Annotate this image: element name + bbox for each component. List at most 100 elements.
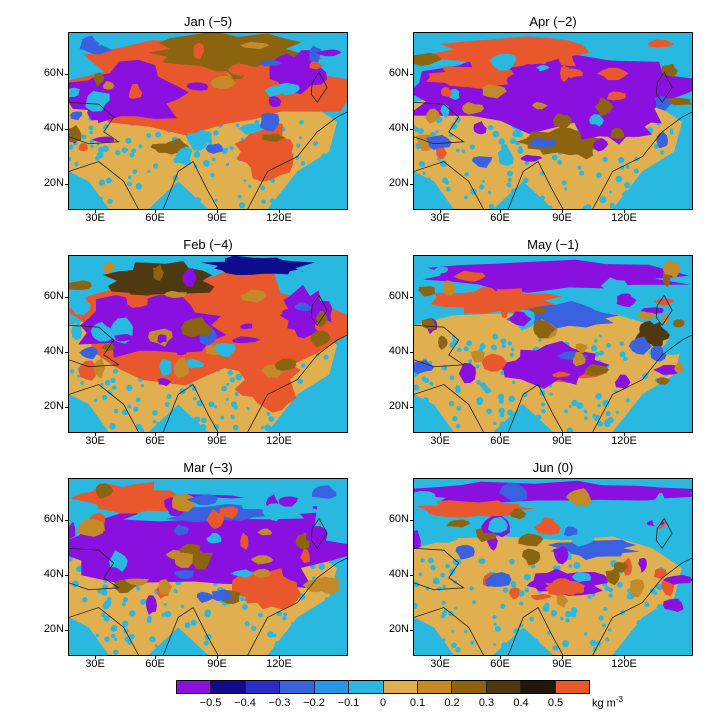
longitude-label: 30E: [430, 658, 450, 670]
latitude-label: 20N: [388, 623, 409, 635]
longitude-label: 90E: [207, 212, 227, 224]
colorbar-segment: [211, 681, 246, 693]
colorbar-segment: [280, 681, 315, 693]
map-field: [414, 256, 692, 432]
longitude-tick: [217, 433, 218, 436]
colorbar-segment: [521, 681, 556, 693]
longitude-label: 90E: [207, 435, 227, 447]
latitude-tick: [65, 184, 68, 185]
longitude-tick: [562, 433, 563, 436]
latitude-label: 60N: [43, 513, 64, 525]
latitude-tick: [410, 575, 413, 576]
latitude-label: 60N: [388, 290, 409, 302]
latitude-label: 40N: [388, 568, 409, 580]
longitude-label: 30E: [85, 435, 105, 447]
colorbar-segment: [486, 681, 522, 693]
colorbar-segment: [383, 681, 418, 693]
colorbar-segment: [555, 681, 590, 693]
longitude-tick: [95, 433, 96, 436]
latitude-tick: [65, 297, 68, 298]
latitude-label: 60N: [388, 513, 409, 525]
latitude-label: 40N: [43, 568, 64, 580]
latitude-label: 40N: [43, 122, 64, 134]
longitude-label: 120E: [611, 435, 637, 447]
latitude-tick: [65, 74, 68, 75]
longitude-tick: [440, 656, 441, 659]
latitude-label: 40N: [43, 345, 64, 357]
longitude-tick: [562, 210, 563, 213]
panel-title: Jun (0): [532, 460, 574, 475]
latitude-tick: [65, 575, 68, 576]
latitude-tick: [410, 297, 413, 298]
latitude-label: 20N: [43, 400, 64, 412]
latitude-tick: [65, 630, 68, 631]
map-field: [414, 479, 692, 655]
colorbar-segment: [177, 681, 212, 693]
longitude-label: 60E: [490, 658, 510, 670]
map-field: [69, 479, 347, 655]
latitude-tick: [65, 520, 68, 521]
panel-title: Jan (−5): [183, 14, 233, 29]
map-panel: [413, 255, 693, 433]
longitude-label: 60E: [145, 658, 165, 670]
latitude-label: 40N: [388, 345, 409, 357]
map-field: [414, 33, 692, 209]
map-field: [69, 256, 347, 432]
colorbar-label: 0.1: [409, 697, 426, 709]
colorbar-label: −0.1: [337, 697, 360, 709]
map-field: [69, 33, 347, 209]
colorbar-label: −0.4: [234, 697, 256, 709]
longitude-tick: [624, 433, 625, 436]
latitude-tick: [410, 407, 413, 408]
longitude-tick: [155, 433, 156, 436]
latitude-label: 40N: [388, 122, 409, 134]
longitude-label: 120E: [611, 212, 637, 224]
colorbar-segment: [314, 681, 350, 693]
map-panel: [413, 32, 693, 210]
colorbar-segment: [349, 681, 384, 693]
latitude-tick: [65, 129, 68, 130]
colorbar-segment: [245, 681, 281, 693]
panel-title: Feb (−4): [183, 237, 233, 252]
map-panel: [413, 478, 693, 656]
longitude-tick: [217, 656, 218, 659]
latitude-label: 60N: [43, 290, 64, 302]
colorbar-unit: kg m-3: [592, 695, 623, 710]
longitude-tick: [562, 656, 563, 659]
map-panel: [68, 32, 348, 210]
longitude-label: 90E: [552, 658, 572, 670]
panel-title: Apr (−2): [529, 14, 577, 29]
colorbar-unit-exponent: -3: [615, 695, 623, 704]
longitude-tick: [500, 433, 501, 436]
latitude-label: 20N: [43, 177, 64, 189]
longitude-tick: [500, 656, 501, 659]
longitude-label: 30E: [85, 658, 105, 670]
colorbar-label: −0.3: [268, 697, 291, 709]
colorbar-label: 0.5: [547, 697, 564, 709]
longitude-label: 30E: [430, 212, 450, 224]
longitude-tick: [440, 210, 441, 213]
latitude-tick: [410, 184, 413, 185]
longitude-label: 60E: [145, 435, 165, 447]
latitude-tick: [410, 74, 413, 75]
longitude-tick: [155, 210, 156, 213]
colorbar-segment: [417, 681, 453, 693]
colorbar-label: −0.5: [199, 697, 222, 709]
longitude-label: 60E: [145, 212, 165, 224]
longitude-label: 60E: [490, 212, 510, 224]
longitude-tick: [500, 210, 501, 213]
longitude-label: 90E: [207, 658, 227, 670]
longitude-label: 120E: [266, 212, 292, 224]
longitude-label: 90E: [552, 212, 572, 224]
colorbar-label: 0.2: [444, 697, 460, 709]
latitude-tick: [410, 630, 413, 631]
latitude-tick: [410, 520, 413, 521]
longitude-tick: [624, 210, 625, 213]
latitude-tick: [65, 407, 68, 408]
longitude-label: 120E: [266, 435, 292, 447]
latitude-tick: [65, 352, 68, 353]
longitude-label: 30E: [430, 435, 450, 447]
colorbar-label: 0.4: [513, 697, 529, 709]
longitude-tick: [95, 210, 96, 213]
longitude-tick: [440, 433, 441, 436]
